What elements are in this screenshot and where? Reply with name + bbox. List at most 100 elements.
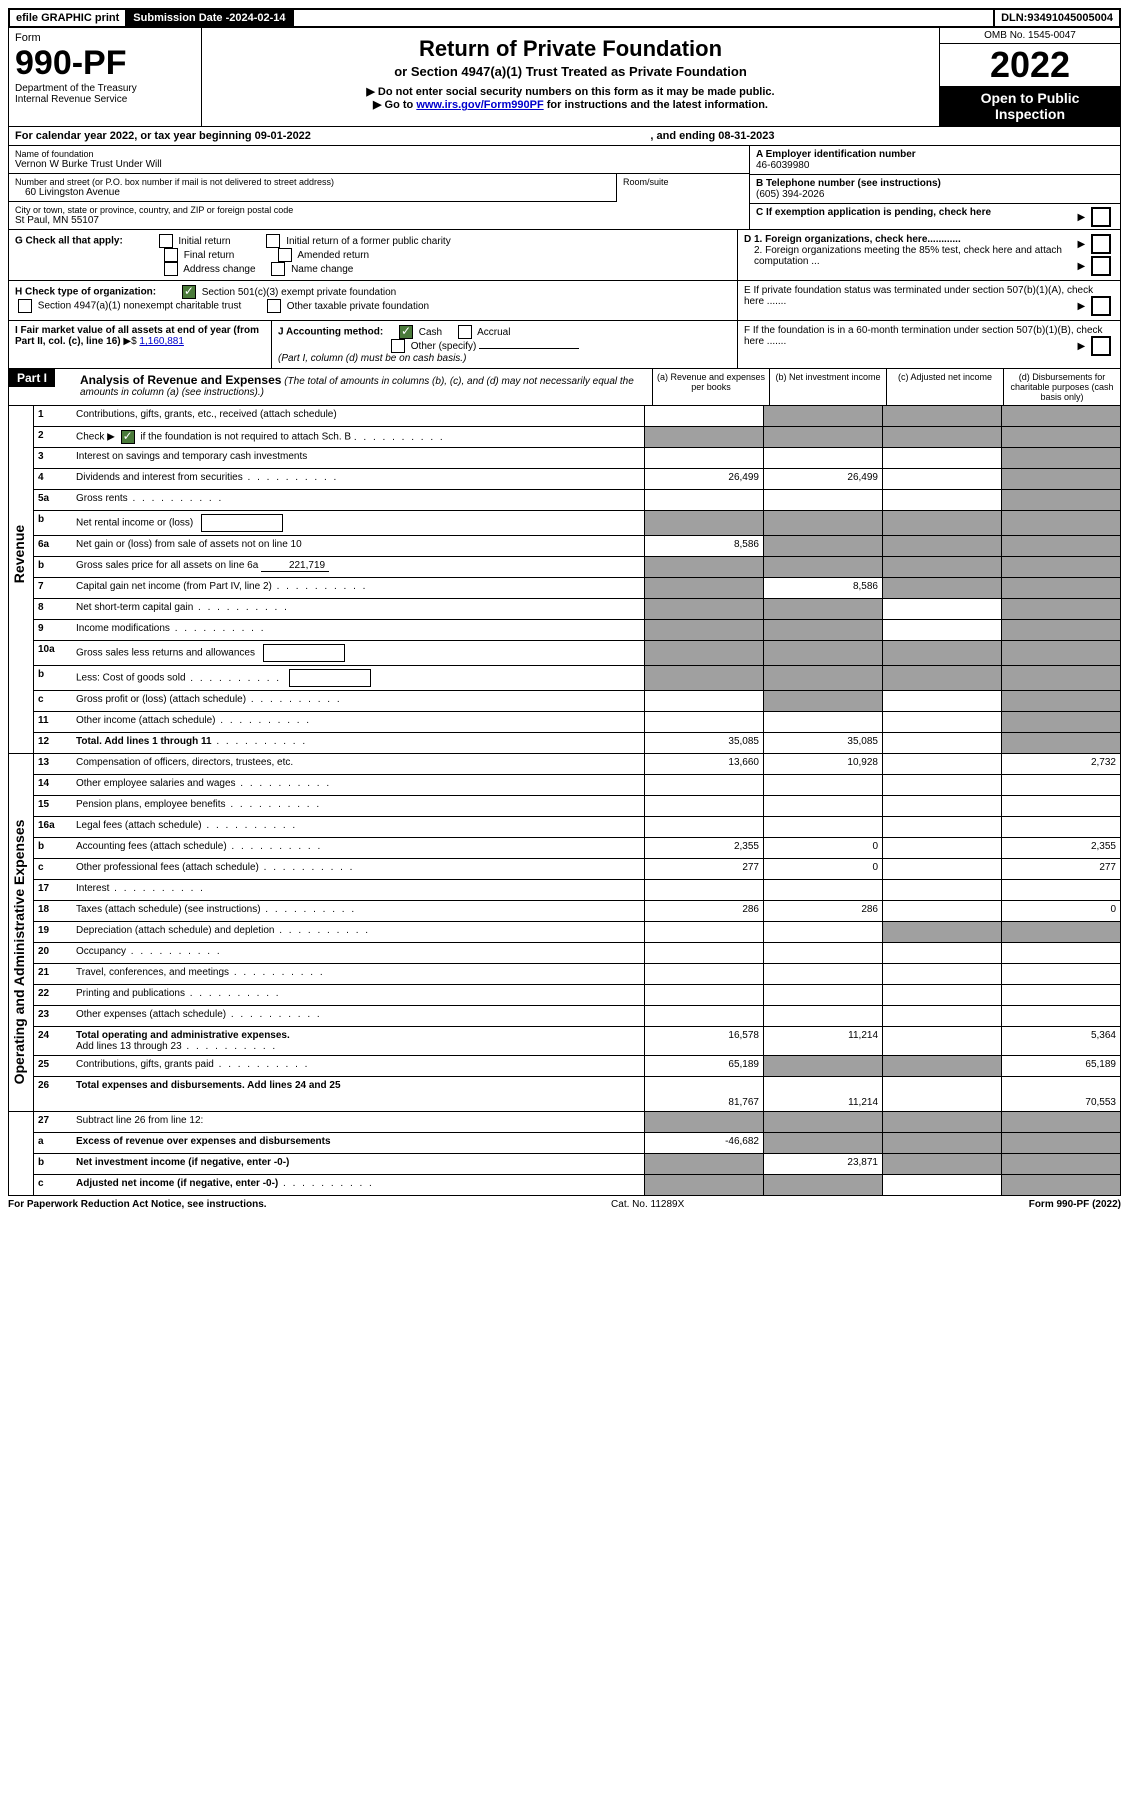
g-amended: Amended return <box>297 250 369 261</box>
other-taxable-checkbox[interactable] <box>267 299 281 313</box>
cogs-box[interactable] <box>289 669 371 687</box>
info-right: A Employer identification number 46-6039… <box>749 146 1120 229</box>
line-18: 18Taxes (attach schedule) (see instructi… <box>34 901 1120 922</box>
line-10c: cGross profit or (loss) (attach schedule… <box>34 691 1120 712</box>
foundation-name-cell: Name of foundation Vernon W Burke Trust … <box>9 146 749 174</box>
e-checkbox[interactable] <box>1091 296 1111 316</box>
info-grid: Name of foundation Vernon W Burke Trust … <box>8 146 1121 230</box>
g-section: G Check all that apply: Initial return I… <box>9 230 737 280</box>
g-final: Final return <box>184 250 235 261</box>
cal-end: , and ending 08-31-2023 <box>311 130 1114 142</box>
fmv-link[interactable]: 1,160,881 <box>139 336 184 347</box>
cash-checkbox[interactable] <box>399 325 413 339</box>
d-section: D 1. Foreign organizations, check here..… <box>737 230 1120 280</box>
rental-income-box[interactable] <box>201 514 283 532</box>
ein-label: A Employer identification number <box>756 149 1114 160</box>
initial-return-checkbox[interactable] <box>159 234 173 248</box>
expenses-section: Operating and Administrative Expenses 13… <box>8 754 1121 1112</box>
line-24: 24Total operating and administrative exp… <box>34 1027 1120 1056</box>
arrow-icon <box>1078 341 1086 352</box>
col-d-head: (d) Disbursements for charitable purpose… <box>1003 369 1120 405</box>
line-27c: cAdjusted net income (if negative, enter… <box>34 1175 1120 1195</box>
arrow-icon <box>123 336 131 347</box>
j-cell: J Accounting method: Cash Accrual Other … <box>272 321 737 368</box>
header-left: Form 990-PF Department of the Treasury I… <box>9 28 202 126</box>
address-change-checkbox[interactable] <box>164 262 178 276</box>
line-6b: bGross sales price for all assets on lin… <box>34 557 1120 578</box>
line-8: 8Net short-term capital gain <box>34 599 1120 620</box>
line-26: 26Total expenses and disbursements. Add … <box>34 1077 1120 1111</box>
instruction-2: ▶ Go to www.irs.gov/Form990PF for instru… <box>208 98 933 111</box>
efile-label[interactable]: efile GRAPHIC print <box>10 10 127 26</box>
room-cell: Room/suite <box>617 174 749 202</box>
form-url-link[interactable]: www.irs.gov/Form990PF <box>416 99 543 111</box>
gross-sales-box[interactable] <box>263 644 345 662</box>
e-section: E If private foundation status was termi… <box>737 281 1120 320</box>
d1-label: D 1. Foreign organizations, check here..… <box>744 234 961 245</box>
revenue-label: Revenue <box>11 514 27 594</box>
line-4: 4Dividends and interest from securities2… <box>34 469 1120 490</box>
top-bar: efile GRAPHIC print Submission Date - 20… <box>8 8 1121 28</box>
g-d-row: G Check all that apply: Initial return I… <box>8 230 1121 281</box>
line27-section: 27Subtract line 26 from line 12: aExcess… <box>8 1112 1121 1196</box>
line-27b: bNet investment income (if negative, ent… <box>34 1154 1120 1175</box>
tax-year: 2022 <box>940 44 1120 86</box>
room-label: Room/suite <box>623 177 743 187</box>
omb-number: OMB No. 1545-0047 <box>940 28 1120 44</box>
final-return-checkbox[interactable] <box>164 248 178 262</box>
footer: For Paperwork Reduction Act Notice, see … <box>8 1196 1121 1213</box>
cat-no: Cat. No. 11289X <box>611 1199 684 1210</box>
accrual-checkbox[interactable] <box>458 325 472 339</box>
amended-return-checkbox[interactable] <box>278 248 292 262</box>
arrow-icon <box>1078 239 1086 250</box>
line-3: 3Interest on savings and temporary cash … <box>34 448 1120 469</box>
e-label: E If private foundation status was termi… <box>744 285 1093 307</box>
g-label: G Check all that apply: <box>15 236 123 247</box>
calendar-year-row: For calendar year 2022, or tax year begi… <box>8 127 1121 146</box>
schb-checkbox[interactable] <box>121 430 135 444</box>
g-initial-former: Initial return of a former public charit… <box>286 236 451 247</box>
cal-begin: For calendar year 2022, or tax year begi… <box>15 130 311 142</box>
city-cell: City or town, state or province, country… <box>9 202 749 229</box>
other-method-checkbox[interactable] <box>391 339 405 353</box>
name-change-checkbox[interactable] <box>271 262 285 276</box>
g-address: Address change <box>183 264 255 275</box>
d1-checkbox[interactable] <box>1091 234 1111 254</box>
topbar-spacer <box>294 10 996 26</box>
line-1: 1Contributions, gifts, grants, etc., rec… <box>34 406 1120 427</box>
line-17: 17Interest <box>34 880 1120 901</box>
4947-checkbox[interactable] <box>18 299 32 313</box>
line-19: 19Depreciation (attach schedule) and dep… <box>34 922 1120 943</box>
i-label: I Fair market value of all assets at end… <box>15 325 259 347</box>
d2-checkbox[interactable] <box>1091 256 1111 276</box>
g-initial: Initial return <box>178 236 230 247</box>
c-checkbox[interactable] <box>1091 207 1111 227</box>
address-cell: Number and street (or P.O. box number if… <box>9 174 617 202</box>
paperwork-notice: For Paperwork Reduction Act Notice, see … <box>8 1199 267 1210</box>
ein: 46-6039980 <box>756 160 1114 171</box>
f-label: F If the foundation is in a 60-month ter… <box>744 325 1103 347</box>
line-6a: 6aNet gain or (loss) from sale of assets… <box>34 536 1120 557</box>
city-label: City or town, state or province, country… <box>15 205 743 215</box>
header-right: OMB No. 1545-0047 2022 Open to Public In… <box>939 28 1120 126</box>
arrow-icon <box>1078 301 1086 312</box>
line-20: 20Occupancy <box>34 943 1120 964</box>
initial-former-checkbox[interactable] <box>266 234 280 248</box>
j-label: J Accounting method: <box>278 327 383 338</box>
col-a-head: (a) Revenue and expenses per books <box>652 369 769 405</box>
form-number: 990-PF <box>15 44 195 83</box>
form-subtitle: or Section 4947(a)(1) Trust Treated as P… <box>208 64 933 79</box>
h-501: Section 501(c)(3) exempt private foundat… <box>202 287 397 298</box>
j-accrual: Accrual <box>477 327 510 338</box>
addr-label: Number and street (or P.O. box number if… <box>15 177 610 187</box>
j-note: (Part I, column (d) must be on cash basi… <box>278 353 466 364</box>
line-23: 23Other expenses (attach schedule) <box>34 1006 1120 1027</box>
foundation-name: Vernon W Burke Trust Under Will <box>15 159 743 170</box>
submission-date: Submission Date - 2024-02-14 <box>127 10 293 26</box>
501c3-checkbox[interactable] <box>182 285 196 299</box>
instruction-1: ▶ Do not enter social security numbers o… <box>208 85 933 98</box>
dln: DLN: 93491045005004 <box>995 10 1119 26</box>
gross-sales-val: 221,719 <box>261 560 329 572</box>
f-checkbox[interactable] <box>1091 336 1111 356</box>
revenue-section: Revenue 1Contributions, gifts, grants, e… <box>8 406 1121 754</box>
